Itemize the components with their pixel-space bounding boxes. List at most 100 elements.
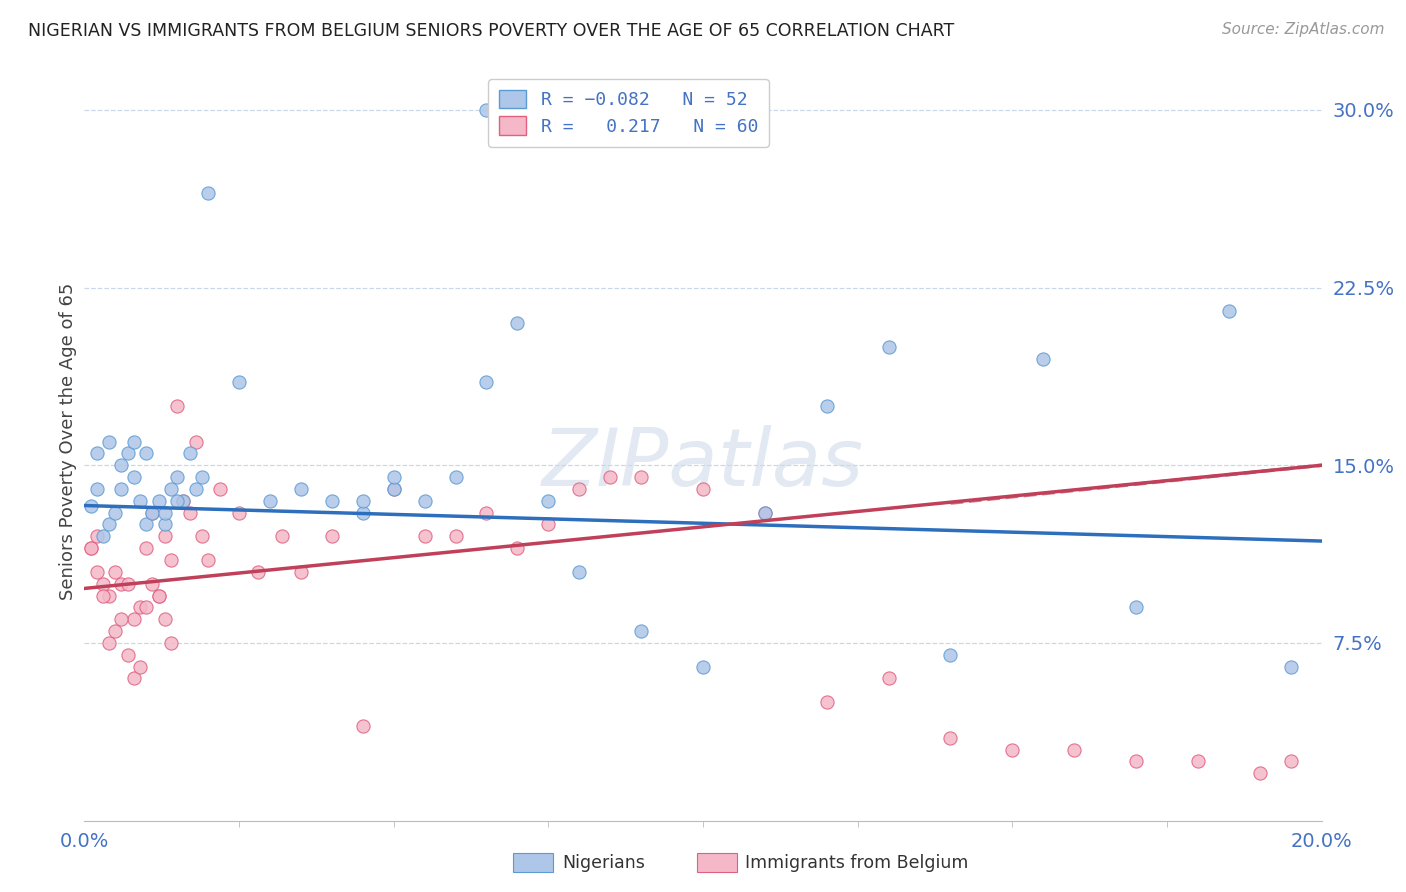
Legend: R = −0.082   N = 52, R =   0.217   N = 60: R = −0.082 N = 52, R = 0.217 N = 60 [488,79,769,146]
Point [939,648,962,662]
Point [117,446,139,460]
Point [1032,351,1054,366]
Point [135,517,157,532]
Point [290,565,312,579]
Point [321,529,343,543]
Point [129,659,152,673]
Point [135,541,157,556]
Point [122,470,145,484]
Point [599,470,621,484]
Point [148,589,170,603]
Point [122,672,145,686]
Point [172,493,194,508]
Point [166,470,188,484]
Point [754,506,776,520]
Point [537,493,560,508]
Point [475,376,498,390]
Point [117,576,139,591]
Point [246,565,269,579]
Point [153,529,176,543]
Point [104,506,127,520]
Point [444,470,467,484]
Point [166,399,188,413]
Text: Nigerians: Nigerians [562,854,645,871]
Y-axis label: Seniors Poverty Over the Age of 65: Seniors Poverty Over the Age of 65 [59,283,77,600]
Point [135,600,157,615]
Point [79,541,101,556]
Point [1001,742,1024,756]
Point [129,493,152,508]
Point [160,553,183,567]
Point [98,434,121,449]
Point [110,576,132,591]
Point [184,482,207,496]
Point [86,446,108,460]
Point [228,376,250,390]
Point [413,493,436,508]
Point [197,553,219,567]
Point [117,648,139,662]
Point [122,612,145,626]
Point [475,103,498,117]
Point [98,517,121,532]
Point [815,695,838,709]
Point [228,506,250,520]
Point [166,493,188,508]
Point [382,482,405,496]
Point [98,589,121,603]
Point [98,636,121,650]
Point [1279,659,1302,673]
Text: NIGERIAN VS IMMIGRANTS FROM BELGIUM SENIORS POVERTY OVER THE AGE OF 65 CORRELATI: NIGERIAN VS IMMIGRANTS FROM BELGIUM SENI… [28,22,955,40]
Point [197,186,219,200]
Point [506,541,529,556]
Point [153,612,176,626]
Point [104,624,127,639]
Point [382,470,405,484]
Point [110,612,132,626]
Point [444,529,467,543]
Point [153,506,176,520]
Point [172,493,194,508]
Point [271,529,294,543]
Point [1279,755,1302,769]
Point [160,636,183,650]
Text: Source: ZipAtlas.com: Source: ZipAtlas.com [1222,22,1385,37]
Point [79,499,101,513]
Point [141,506,163,520]
Point [1218,304,1240,318]
Point [754,506,776,520]
Point [259,493,281,508]
Point [537,517,560,532]
Point [352,493,374,508]
Point [877,340,900,354]
Point [191,470,214,484]
Point [91,576,114,591]
Point [160,482,183,496]
Point [321,493,343,508]
Text: Immigrants from Belgium: Immigrants from Belgium [745,854,969,871]
Point [352,506,374,520]
Point [179,506,201,520]
Point [122,434,145,449]
Point [1249,766,1271,780]
Point [475,506,498,520]
Point [1063,742,1085,756]
Point [413,529,436,543]
Point [191,529,214,543]
Point [91,529,114,543]
Point [382,482,405,496]
Point [939,731,962,745]
Point [86,565,108,579]
Point [1125,600,1147,615]
Point [110,482,132,496]
Point [104,565,127,579]
Point [877,672,900,686]
Text: ZIPatlas: ZIPatlas [541,425,865,503]
Point [135,446,157,460]
Point [1187,755,1209,769]
Point [568,565,591,579]
Point [148,589,170,603]
Point [1125,755,1147,769]
Point [290,482,312,496]
Point [184,434,207,449]
